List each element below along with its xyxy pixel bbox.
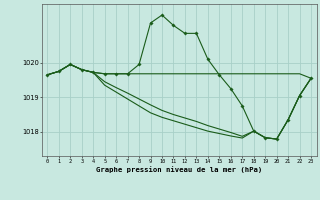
- X-axis label: Graphe pression niveau de la mer (hPa): Graphe pression niveau de la mer (hPa): [96, 166, 262, 173]
